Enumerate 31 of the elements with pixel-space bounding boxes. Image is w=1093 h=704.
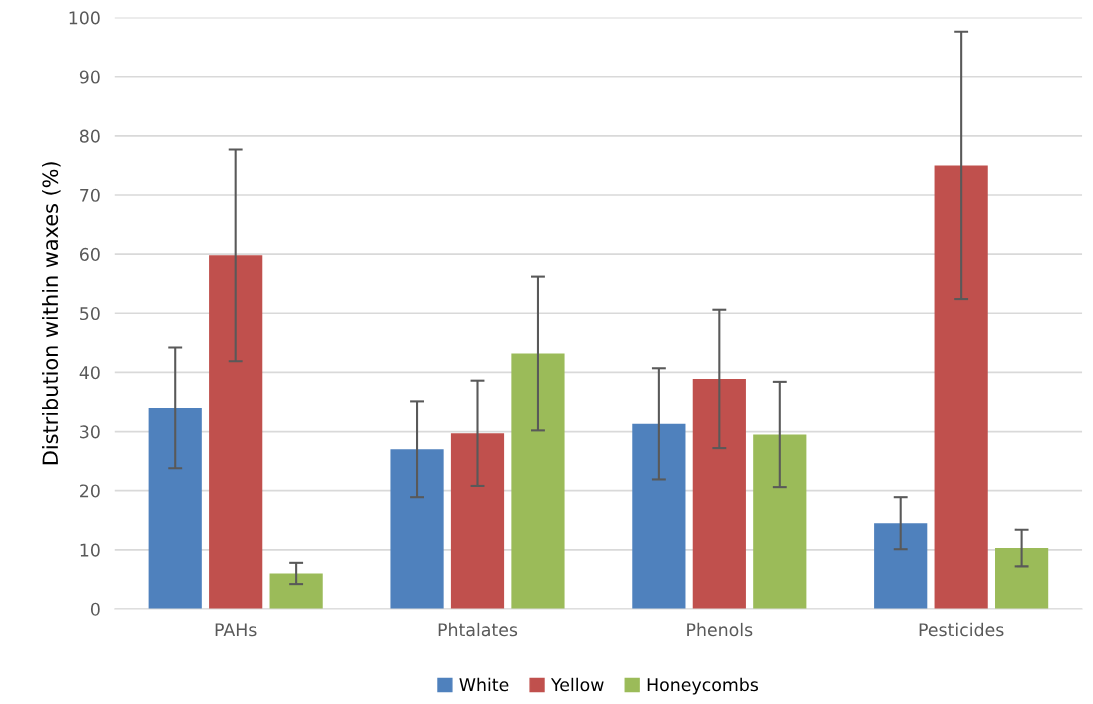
- bar: [632, 423, 686, 609]
- y-tick-label: 80: [79, 129, 100, 143]
- bar: [692, 378, 746, 609]
- x-tick-label: PAHs: [215, 623, 257, 637]
- bar: [511, 353, 565, 609]
- bar: [995, 548, 1049, 609]
- y-tick-label: 40: [79, 366, 100, 380]
- y-tick-label: 30: [80, 425, 100, 439]
- legend-label: Yellow: [550, 677, 604, 692]
- y-tick-label: 100: [69, 11, 100, 25]
- bar: [390, 449, 444, 609]
- y-tick-label: 0: [90, 602, 100, 616]
- legend-label: White: [459, 677, 509, 692]
- y-tick-label: 50: [80, 306, 100, 321]
- y-tick-label: 10: [80, 543, 100, 557]
- y-tick-label: 60: [80, 247, 100, 261]
- y-tick-label: 70: [80, 188, 100, 202]
- bar: [934, 165, 988, 609]
- y-tick-label: 20: [80, 484, 100, 498]
- x-tick-label: Phenols: [687, 622, 753, 637]
- bar: [148, 407, 202, 609]
- bar: [209, 255, 263, 609]
- x-tick-label: Phtalates: [438, 622, 518, 637]
- bar: [753, 434, 807, 609]
- bar: [450, 433, 505, 609]
- x-tick-label: Pesticides: [919, 622, 1004, 637]
- bar: [874, 523, 928, 609]
- legend-label: Honeycombs: [647, 677, 759, 695]
- bar: [269, 573, 323, 609]
- y-axis-title: Distribution within waxes (%): [42, 162, 61, 465]
- y-tick-label: 90: [79, 70, 100, 84]
